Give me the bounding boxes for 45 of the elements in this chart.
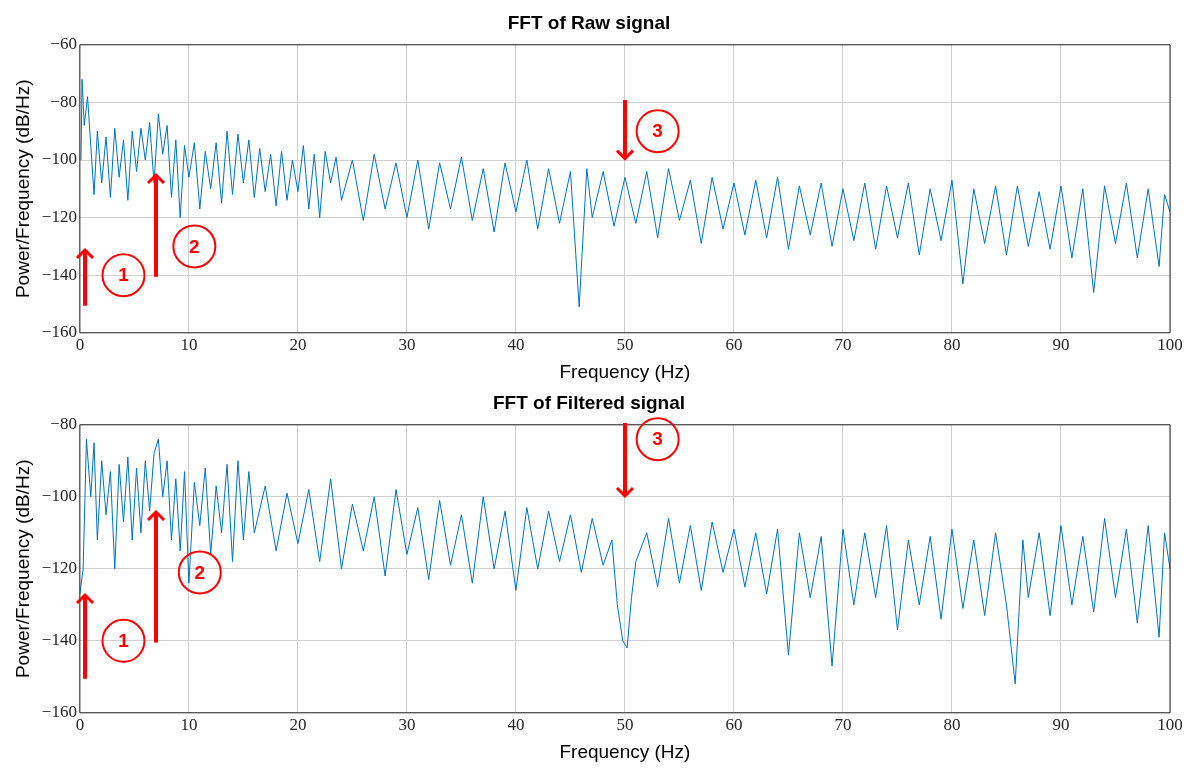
x-tick-label: 70 <box>834 715 852 735</box>
y-tick-label: −140 <box>41 630 77 650</box>
y-tick-label: −120 <box>41 207 77 227</box>
x-tick-label: 20 <box>289 335 307 355</box>
annotation: 2 <box>189 235 200 257</box>
x-tick-label: 20 <box>289 715 307 735</box>
x-tick-label: 10 <box>180 715 198 735</box>
chart-title: FFT of Raw signal <box>507 11 671 33</box>
x-tick-label: 100 <box>1157 715 1183 735</box>
x-tick-label: 90 <box>1052 335 1070 355</box>
annotation: 1 <box>118 264 130 286</box>
x-tick-label: 80 <box>943 335 961 355</box>
y-tick-label: −160 <box>41 322 77 342</box>
y-tick-label: −60 <box>50 34 77 54</box>
x-tick-label: 0 <box>75 335 85 355</box>
y-axis-title: Power/Frequency (dB/Hz) <box>11 79 33 299</box>
x-tick-label: 30 <box>398 715 416 735</box>
x-tick-label: 40 <box>507 715 525 735</box>
x-tick-label: 60 <box>725 715 743 735</box>
chart-title: FFT of Filtered signal <box>492 391 686 413</box>
y-tick-label: −100 <box>41 149 77 169</box>
annotation: 1 <box>118 630 130 652</box>
x-tick-label: 50 <box>616 715 634 735</box>
x-tick-label: 60 <box>725 335 743 355</box>
y-axis-title: Power/Frequency (dB/Hz) <box>11 459 33 679</box>
annotation: 2 <box>194 561 206 583</box>
x-tick-label: 40 <box>507 335 525 355</box>
x-tick-label: 30 <box>398 335 416 355</box>
x-tick-label: 0 <box>75 715 85 735</box>
annotation: 3 <box>652 120 663 142</box>
x-axis-title: Frequency (Hz) <box>559 740 691 762</box>
x-axis-title: Frequency (Hz) <box>559 360 691 382</box>
annotation: 3 <box>652 428 663 450</box>
x-tick-label: 70 <box>834 335 852 355</box>
x-tick-label: 100 <box>1157 335 1183 355</box>
x-tick-label: 10 <box>180 335 198 355</box>
y-tick-label: −100 <box>41 486 77 506</box>
y-tick-label: −160 <box>41 702 77 722</box>
x-tick-label: 50 <box>616 335 634 355</box>
y-tick-label: −120 <box>41 558 77 578</box>
y-tick-label: −80 <box>50 414 77 434</box>
y-tick-label: −140 <box>41 264 77 284</box>
x-tick-label: 80 <box>943 715 961 735</box>
y-tick-label: −80 <box>50 91 77 111</box>
x-tick-label: 90 <box>1052 715 1070 735</box>
